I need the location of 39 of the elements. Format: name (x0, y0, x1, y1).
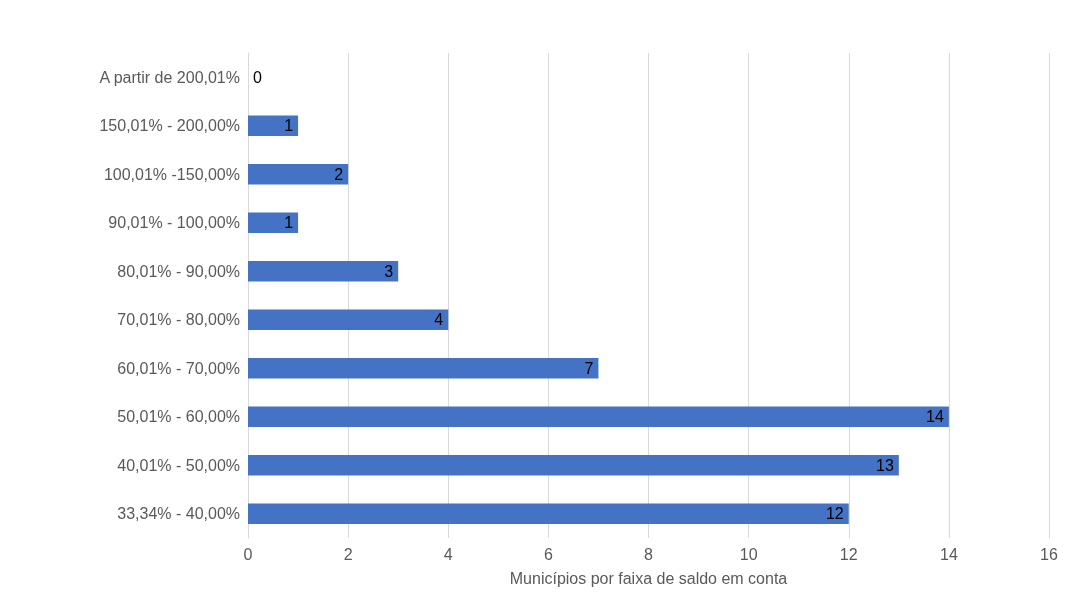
y-tick-label: 40,01% - 50,00% (117, 456, 240, 474)
x-axis-title: Municípios por faixa de saldo em conta (509, 569, 788, 587)
y-tick-label: 33,34% - 40,00% (117, 505, 240, 523)
bar (248, 406, 949, 427)
y-tick-label: 70,01% - 80,00% (117, 311, 240, 329)
bar (248, 261, 399, 282)
x-tick-label: 6 (543, 545, 553, 563)
bar (248, 164, 349, 185)
bar (248, 358, 599, 379)
x-tick-label: 4 (443, 545, 453, 563)
data-label: 12 (825, 505, 844, 523)
data-label: 0 (253, 68, 262, 86)
bar (248, 115, 299, 136)
bar (248, 503, 849, 524)
y-tick-label: 60,01% - 70,00% (117, 359, 240, 377)
bar (248, 309, 449, 330)
y-tick-label: 100,01% -150,00% (103, 165, 240, 183)
data-label: 4 (434, 311, 444, 329)
y-tick-label: A partir de 200,01% (99, 68, 240, 86)
data-label: 3 (384, 262, 394, 280)
y-tick-label: 50,01% - 60,00% (117, 408, 240, 426)
x-tick-label: 10 (739, 545, 758, 563)
data-label: 7 (584, 359, 594, 377)
x-tick-label: 0 (243, 545, 253, 563)
y-tick-label: 150,01% - 200,00% (99, 117, 240, 135)
x-tick-label: 12 (839, 545, 858, 563)
data-label: 14 (926, 408, 944, 426)
y-tick-label: 90,01% - 100,00% (108, 214, 240, 232)
data-label: 1 (284, 117, 294, 135)
bar (248, 212, 299, 233)
y-tick-label: 80,01% - 90,00% (117, 262, 240, 280)
bar (248, 455, 899, 476)
x-tick-label: 2 (343, 545, 353, 563)
x-tick-label: 16 (1040, 545, 1058, 563)
x-tick-label: 8 (644, 545, 654, 563)
x-tick-label: 14 (939, 545, 958, 563)
data-label: 2 (334, 165, 344, 183)
data-label: 1 (284, 214, 294, 232)
data-label: 13 (876, 456, 894, 474)
